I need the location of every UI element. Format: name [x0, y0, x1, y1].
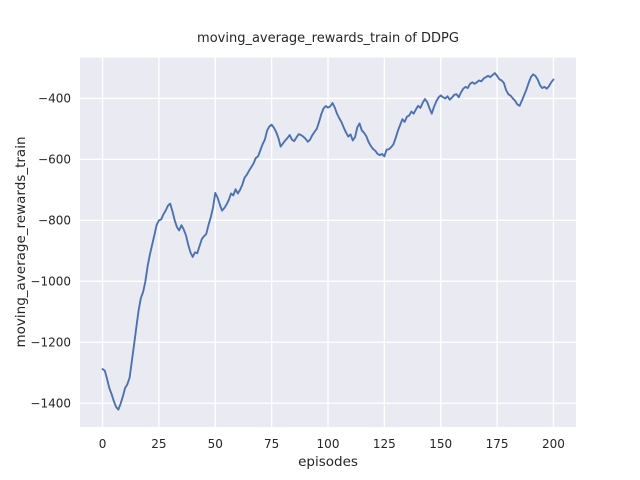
x-tick-label: 125 — [373, 437, 396, 451]
y-tick-label: −800 — [38, 214, 71, 228]
x-tick-label: 100 — [317, 437, 340, 451]
y-tick-label: −600 — [38, 153, 71, 167]
series-line — [101, 72, 555, 411]
x-tick-label: 200 — [542, 437, 565, 451]
x-tick-label: 25 — [151, 437, 166, 451]
y-tick-label: −1400 — [30, 396, 71, 410]
x-tick-label: 50 — [208, 437, 223, 451]
y-tick-label: −1200 — [30, 335, 71, 349]
y-tick-label: −400 — [38, 92, 71, 106]
x-axis-label: episodes — [298, 454, 358, 470]
y-tick-label: −1000 — [30, 275, 71, 289]
chart-title: moving_average_rewards_train of DDPG — [197, 31, 459, 46]
x-tick-label: 0 — [99, 437, 107, 451]
y-axis-label: moving_average_rewards_train — [13, 136, 29, 348]
x-tick-label: 150 — [429, 437, 452, 451]
x-tick-label: 175 — [486, 437, 509, 451]
x-tick-label: 75 — [264, 437, 279, 451]
